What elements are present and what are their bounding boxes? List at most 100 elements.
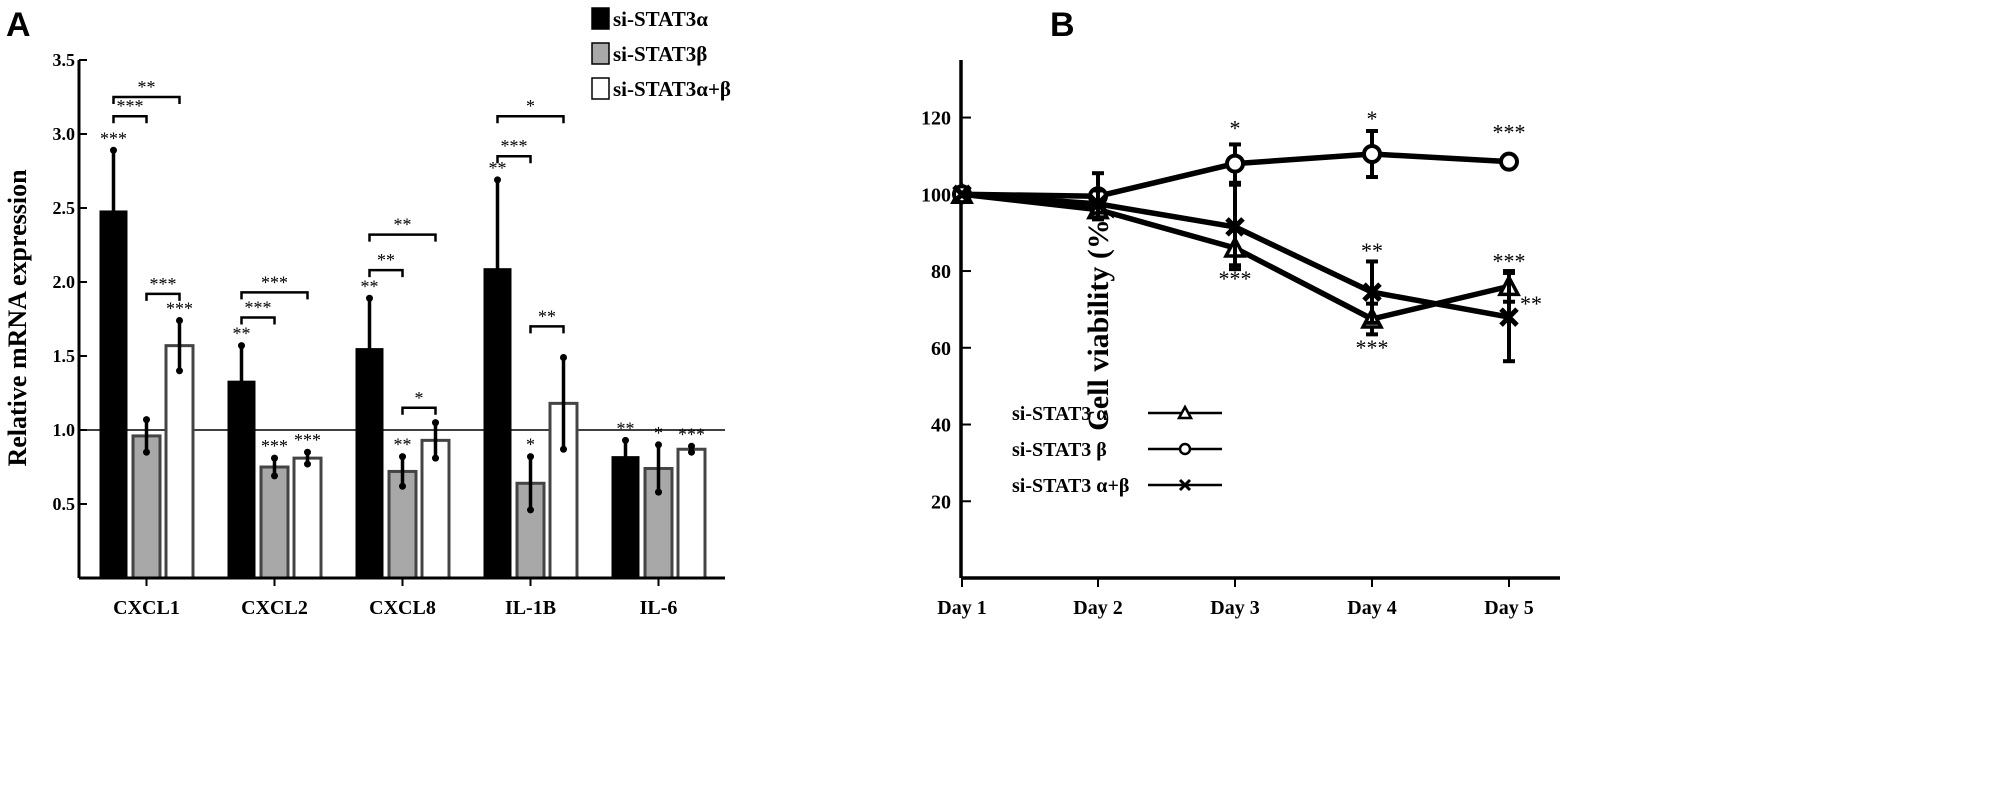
panel-a-significance-stars: *** xyxy=(678,424,705,444)
panel-a-error-cap xyxy=(238,342,245,350)
panel-a-legend: si-STAT3α si-STAT3β si-STAT3α+β xyxy=(591,7,731,101)
panel-a-y-axis: 0.5 1.0 1.5 2.0 2.5 3.0 3.5 xyxy=(53,50,87,578)
panel-a-error-cap xyxy=(432,419,439,427)
panel-a-bracket-stars: *** xyxy=(261,272,288,292)
panel-b-x-tick-label: Day 1 xyxy=(937,597,986,619)
panel-a-letter: A xyxy=(6,6,31,44)
panel-a-y-tick-label: 3.0 xyxy=(53,124,76,144)
panel-a-error-cap xyxy=(494,353,501,361)
panel-a-legend-label: si-STAT3β xyxy=(613,42,707,66)
panel-a-y-tick-label: 2.0 xyxy=(53,272,76,292)
panel-b-x-tick-label: Day 3 xyxy=(1210,597,1259,619)
x-marker xyxy=(1362,282,1382,302)
panel-a-x-tick-label: IL-1B xyxy=(505,597,556,619)
panel-a-error-cap xyxy=(304,460,311,468)
panel-b-y-tick-label: 60 xyxy=(931,338,951,360)
panel-a-error-cap xyxy=(688,448,695,456)
panel-b-axes: 20 40 60 80 100 120 Day 1 Day 2 Day 3 Day 4 Day 5 xyxy=(921,60,1560,619)
panel-a-bracket-stars: *** xyxy=(245,298,272,318)
panel-a-significance-stars: ** xyxy=(361,276,379,296)
panel-b-x-tick-label: Day 4 xyxy=(1347,597,1396,619)
panel-a-bracket-stars: ** xyxy=(394,215,412,235)
panel-a-error-cap xyxy=(176,316,183,324)
panel-a-error-cap xyxy=(143,416,150,424)
panel-a-error-cap xyxy=(655,441,662,449)
panel-a-y-tick-label: 3.5 xyxy=(53,50,76,70)
panel-a-comparison-bracket xyxy=(240,316,276,325)
panel-a-legend-swatch xyxy=(591,77,610,100)
panel-a-bar xyxy=(292,456,323,580)
panel-b-y-tick-label: 40 xyxy=(931,415,951,437)
panel-a-significance-stars: ** xyxy=(617,418,635,438)
panel-a-y-tick-label: 2.5 xyxy=(53,198,76,218)
panel-a-error-cap xyxy=(238,413,245,421)
panel-a-error-cap xyxy=(527,453,534,461)
panel-a-comparison-bracket xyxy=(112,114,148,124)
panel-a-bracket-stars: *** xyxy=(117,96,144,116)
panel-b-significance-stars: ** xyxy=(1520,291,1542,316)
triangle-marker xyxy=(1176,404,1194,420)
panel-a-error-cap xyxy=(271,472,278,480)
panel-a-y-tick-label: 0.5 xyxy=(53,494,76,514)
panel-a-significance-stars: *** xyxy=(166,298,193,318)
panel-a-error-cap xyxy=(494,176,501,184)
panel-a-comparison-bracket xyxy=(529,325,565,334)
circle-marker xyxy=(1178,442,1192,456)
panel-b-significance-stars: *** xyxy=(1356,335,1389,360)
panel-b-y-tick-label: 100 xyxy=(921,184,951,206)
panel-a-significance-stars: ** xyxy=(489,158,507,178)
circle-marker xyxy=(1225,153,1245,174)
panel-b-x-tick-label: Day 5 xyxy=(1484,597,1533,619)
panel-a-significance-stars: *** xyxy=(261,436,288,456)
panel-a-legend-label: si-STAT3α+β xyxy=(613,77,731,101)
panel-b-significance-stars: ** xyxy=(1361,238,1383,263)
panel-a-bar xyxy=(259,465,290,580)
panel-a-significance-stars: ** xyxy=(233,324,251,344)
panel-a-x-tick-label: IL-6 xyxy=(640,597,678,619)
panel-b-plot-area: ********** ******** xyxy=(950,106,1542,364)
panel-a-significance-stars: * xyxy=(526,435,535,455)
panel-a-significance-stars: *** xyxy=(100,128,127,148)
panel-b-chart: B 20 40 60 80 100 120 Day 1 Day 2 Day 3 Day 4 Day … xyxy=(921,6,1560,619)
panel-a-bar xyxy=(676,447,707,580)
panel-a-comparison-bracket xyxy=(112,95,181,104)
x-marker xyxy=(1088,194,1108,214)
panel-a-error-cap xyxy=(271,454,278,462)
panel-a-comparison-bracket xyxy=(145,292,181,301)
panel-b-y-axis-title: Cell viability (%) xyxy=(1082,209,1115,431)
panel-a-legend-swatch xyxy=(591,7,610,30)
x-marker xyxy=(1178,478,1192,492)
panel-a-significance-stars: *** xyxy=(294,430,321,450)
panel-a-x-tick-label: CXCL1 xyxy=(113,597,180,619)
panel-a-error-cap xyxy=(399,482,406,490)
panel-a-error-cap xyxy=(110,146,117,154)
panel-b-significance-stars: *** xyxy=(1493,248,1526,273)
panel-a-legend-swatch xyxy=(591,42,610,65)
panel-a-bracket-stars: ** xyxy=(538,306,556,326)
panel-a-error-cap xyxy=(560,445,567,453)
panel-b-legend-label: si-STAT3 α+β xyxy=(1012,475,1129,497)
panel-b-legend-label: si-STAT3 β xyxy=(1012,439,1107,461)
panel-a-bracket-stars: ** xyxy=(377,250,395,270)
circle-marker xyxy=(1499,151,1519,172)
panel-a-error-cap xyxy=(622,469,629,477)
panel-a-comparison-bracket xyxy=(368,233,437,242)
panel-a-y-tick-label: 1.0 xyxy=(53,420,76,440)
panel-a-error-cap xyxy=(366,294,373,302)
panel-b-significance-stars: *** xyxy=(1493,120,1526,145)
panel-a-bracket-stars: * xyxy=(526,96,535,116)
panel-b-x-tick-label: Day 2 xyxy=(1073,597,1122,619)
panel-a-error-cap xyxy=(688,442,695,450)
panel-a-error-cap xyxy=(366,395,373,403)
panel-a-significance-stars: ** xyxy=(394,435,412,455)
panel-a-plot-area: ************** ** ******** ****************… xyxy=(79,77,725,580)
panel-b-significance-stars: * xyxy=(1367,106,1378,131)
panel-a-error-cap xyxy=(143,448,150,456)
panel-b-y-tick-label: 80 xyxy=(931,261,951,283)
panel-a-bracket-stars: * xyxy=(415,388,424,408)
panel-a-error-cap xyxy=(432,454,439,462)
panel-a-bar xyxy=(131,434,162,580)
panel-b-significance-stars: * xyxy=(1230,116,1241,141)
panel-a-error-cap xyxy=(655,488,662,496)
